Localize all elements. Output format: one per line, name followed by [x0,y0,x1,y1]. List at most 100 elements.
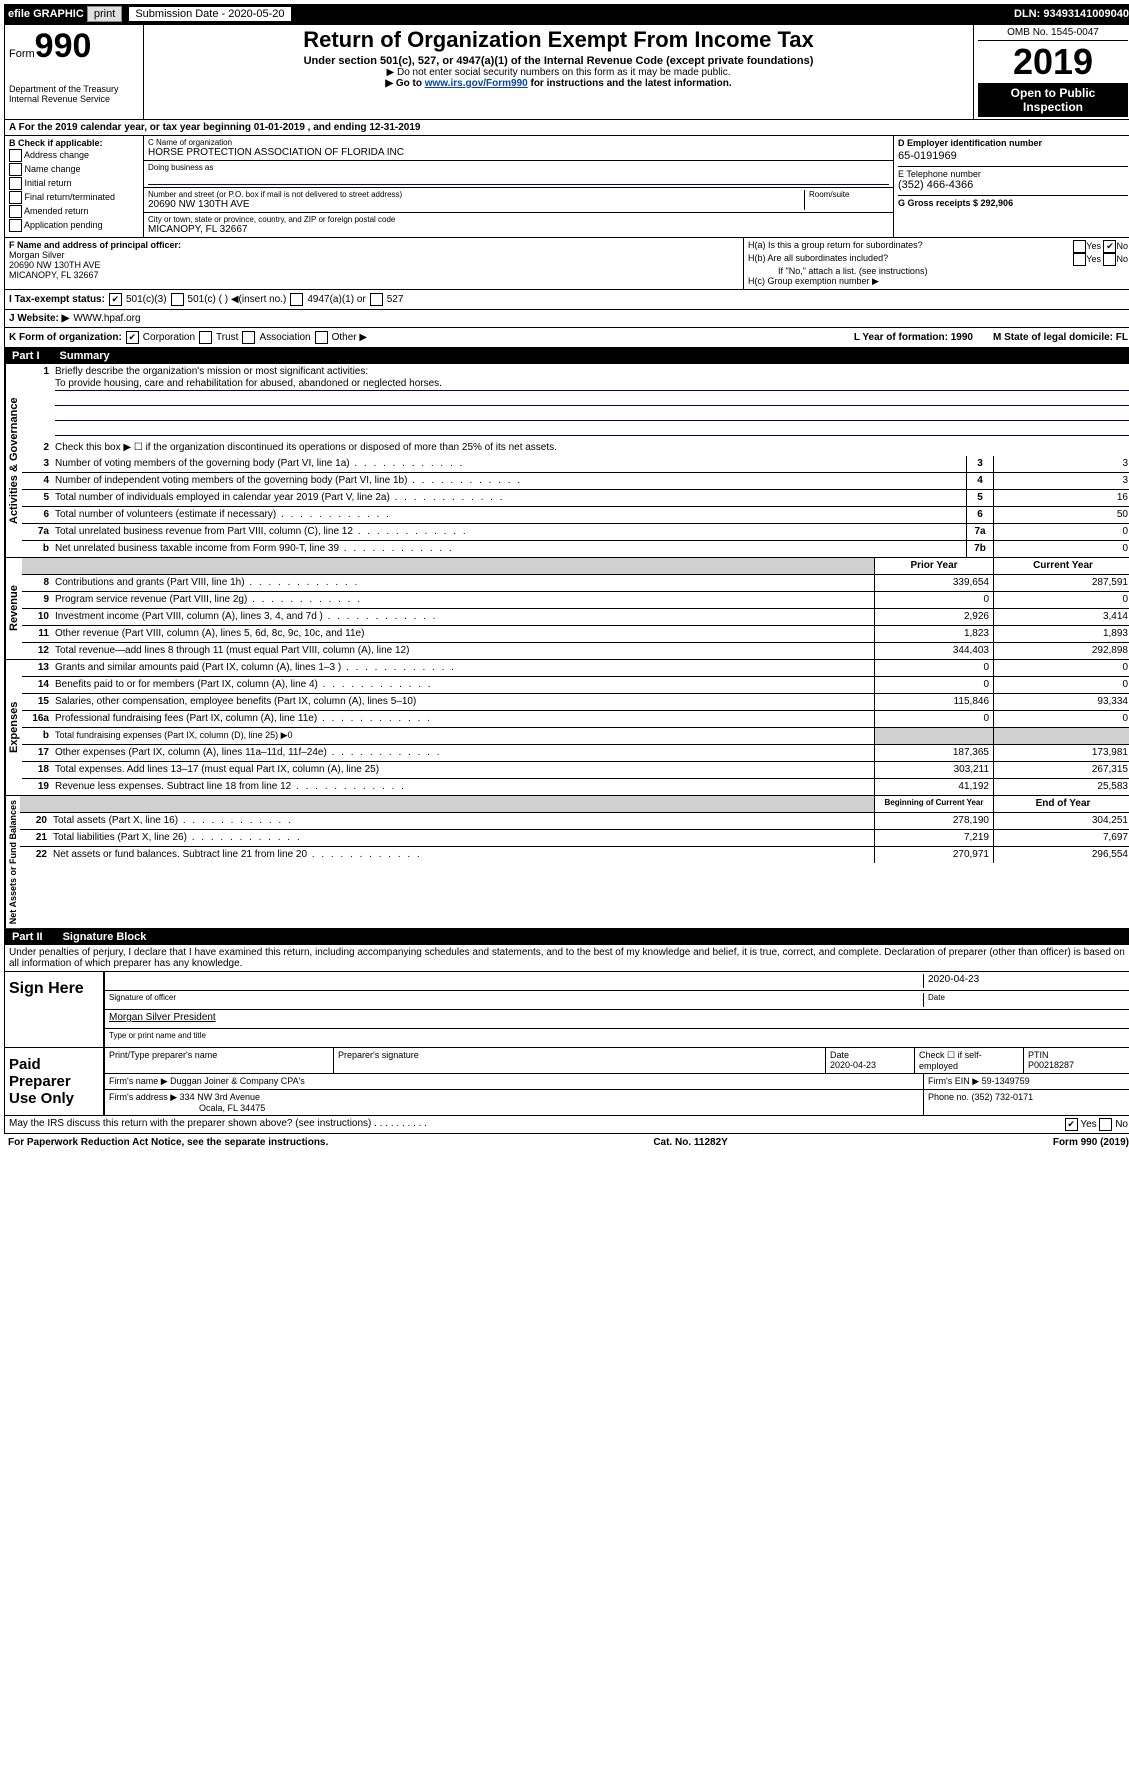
check-527[interactable] [370,293,383,306]
line-8: Contributions and grants (Part VIII, lin… [52,575,874,591]
firm-addr-label: Firm's address ▶ [109,1092,177,1102]
paid-preparer-label: Paid Preparer Use Only [5,1048,105,1115]
addr-label: Number and street (or P.O. box if mail i… [148,190,804,199]
check-initial-return[interactable]: Initial return [9,177,139,190]
ein-value: 65-0191969 [898,150,1128,162]
gross-receipts: G Gross receipts $ 292,906 [898,198,1013,208]
line-7b-val: 0 [993,541,1129,557]
sign-date: 2020-04-23 [923,974,1128,988]
org-info-section: B Check if applicable: Address change Na… [4,136,1129,238]
prior-year-head: Prior Year [874,558,993,574]
line-7a-val: 0 [993,524,1129,540]
officer-name: Morgan Silver [9,250,65,260]
prep-date-label: Date [830,1050,910,1060]
discuss-yes-check[interactable] [1065,1118,1078,1131]
expenses-label: Expenses [5,660,22,795]
check-trust[interactable] [199,331,212,344]
hb-label: H(b) Are all subordinates included? [748,253,948,266]
check-association[interactable] [242,331,255,344]
irs-link[interactable]: www.irs.gov/Form990 [425,78,528,89]
top-toolbar: efile GRAPHIC print Submission Date - 20… [4,4,1129,24]
submission-date: Submission Date - 2020-05-20 [129,7,290,21]
check-name-change[interactable]: Name change [9,163,139,176]
officer-addr2: MICANOPY, FL 32667 [9,270,99,280]
year-formation: L Year of formation: 1990 [854,332,973,343]
end-year-head: End of Year [993,796,1129,812]
line-20: Total assets (Part X, line 16) [50,813,874,829]
check-other[interactable] [315,331,328,344]
line-7a: Total unrelated business revenue from Pa… [52,524,966,540]
website-value: WWW.hpaf.org [73,313,140,324]
ha-label: H(a) Is this a group return for subordin… [748,240,948,253]
print-button[interactable]: print [87,6,122,22]
omb-number: OMB No. 1545-0047 [978,27,1128,41]
goto-pre: ▶ Go to [385,78,424,89]
beginning-year-head: Beginning of Current Year [874,796,993,812]
line-7b: Net unrelated business taxable income fr… [52,541,966,557]
page-footer: For Paperwork Reduction Act Notice, see … [4,1134,1129,1151]
check-final-return[interactable]: Final return/terminated [9,191,139,204]
form-number: 990 [35,27,92,65]
check-501c[interactable] [171,293,184,306]
check-corporation[interactable] [126,331,139,344]
net-assets-label: Net Assets or Fund Balances [5,796,20,928]
line-4: Number of independent voting members of … [52,473,966,489]
line-15: Salaries, other compensation, employee b… [52,694,874,710]
part-2-title: Signature Block [63,931,147,943]
form-subtitle-2: ▶ Do not enter social security numbers o… [148,67,969,78]
line-11: Other revenue (Part VIII, column (A), li… [52,626,874,642]
discuss-question: May the IRS discuss this return with the… [9,1118,427,1131]
part-1-header: Part I Summary [4,348,1129,364]
check-amended-return[interactable]: Amended return [9,205,139,218]
expenses-section: Expenses 13Grants and similar amounts pa… [4,660,1129,796]
officer-label: F Name and address of principal officer: [9,240,181,250]
row-k-form-org: K Form of organization: Corporation Trus… [4,328,1129,348]
line-16b: Total fundraising expenses (Part IX, col… [52,728,874,744]
firm-name-val: Duggan Joiner & Company CPA's [170,1076,305,1086]
hc-label: H(c) Group exemption number ▶ [748,276,1128,287]
website-label: J Website: ▶ [9,313,69,324]
form-title: Return of Organization Exempt From Incom… [148,27,969,53]
check-application-pending[interactable]: Application pending [9,219,139,232]
part-2-label: Part II [12,931,43,943]
prep-sig-label: Preparer's signature [338,1050,821,1060]
form-header: Form990 Department of the Treasury Inter… [4,24,1129,120]
line-5: Total number of individuals employed in … [52,490,966,506]
officer-printed-name: Morgan Silver President [109,1012,216,1026]
check-501c3[interactable] [109,293,122,306]
activities-governance-label: Activities & Governance [5,364,22,557]
discuss-no-check[interactable] [1099,1118,1112,1131]
firm-name-label: Firm's name ▶ [109,1076,168,1086]
col-b-checkboxes: B Check if applicable: Address change Na… [5,136,144,237]
revenue-section: Revenue Prior Year Current Year 8Contrib… [4,558,1129,660]
line-17: Other expenses (Part IX, column (A), lin… [52,745,874,761]
firm-addr-2: Ocala, FL 34475 [109,1103,265,1113]
pra-notice: For Paperwork Reduction Act Notice, see … [8,1137,328,1148]
form-subtitle-1: Under section 501(c), 527, or 4947(a)(1)… [148,55,969,67]
check-address-change[interactable]: Address change [9,149,139,162]
ptin-val: P00218287 [1028,1060,1128,1070]
line-22: Net assets or fund balances. Subtract li… [50,847,874,863]
cat-no: Cat. No. 11282Y [653,1137,727,1148]
line-16a: Professional fundraising fees (Part IX, … [52,711,874,727]
ein-label: D Employer identification number [898,138,1042,148]
row-i-tax-status: I Tax-exempt status: 501(c)(3) 501(c) ( … [4,290,1129,310]
mission-label: Briefly describe the organization's miss… [55,366,368,377]
line-21: Total liabilities (Part X, line 26) [50,830,874,846]
col-d-ein: D Employer identification number 65-0191… [893,136,1129,237]
tax-year: 2019 [978,41,1128,83]
activities-governance-section: Activities & Governance 1 Briefly descri… [4,364,1129,558]
line-19: Revenue less expenses. Subtract line 18 … [52,779,874,795]
room-label: Room/suite [809,190,889,199]
open-public-2: Inspection [978,100,1128,114]
current-year-head: Current Year [993,558,1129,574]
part-1-title: Summary [60,350,110,362]
tax-status-label: I Tax-exempt status: [9,294,105,305]
hb-note: If "No," attach a list. (see instruction… [748,266,1128,276]
line-10: Investment income (Part VIII, column (A)… [52,609,874,625]
self-employed-check[interactable]: Check ☐ if self-employed [915,1048,1024,1073]
net-assets-section: Net Assets or Fund Balances Beginning of… [4,796,1129,929]
line-9: Program service revenue (Part VIII, line… [52,592,874,608]
check-4947[interactable] [290,293,303,306]
prep-date-val: 2020-04-23 [830,1060,910,1070]
